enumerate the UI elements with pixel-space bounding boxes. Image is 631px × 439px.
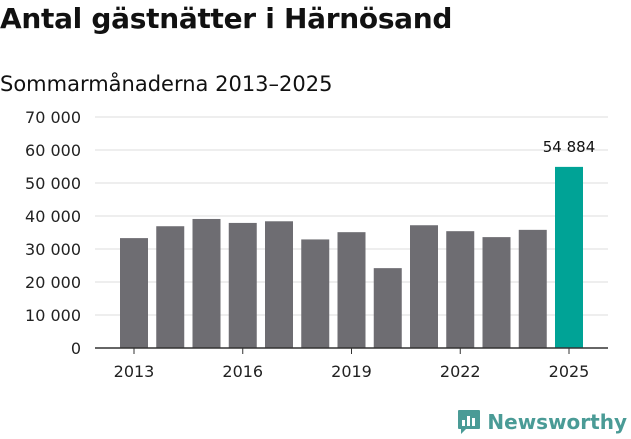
bar-2018 — [301, 239, 330, 348]
bar-2014 — [156, 226, 185, 348]
newsworthy-logo-icon — [458, 410, 481, 434]
bar-2013 — [120, 238, 148, 348]
bar-2017 — [265, 221, 293, 348]
y-tick-label: 70 000 — [25, 108, 81, 127]
bars — [120, 166, 583, 348]
brand-logo: Newsworthy — [457, 409, 627, 435]
x-tick-label: 2025 — [549, 362, 590, 381]
chart-title: Antal gästnätter i Härnösand — [0, 2, 453, 35]
y-axis-ticks: 0 10 000 20 000 30 000 40 000 50 000 60 000 70 … — [25, 108, 81, 358]
x-tick-label: 2022 — [440, 362, 481, 381]
y-tick-label: 0 — [71, 339, 81, 358]
chart-subtitle: Sommarmånaderna 2013–2025 — [0, 72, 333, 96]
y-tick-label: 40 000 — [25, 207, 81, 226]
bar-2019 — [337, 232, 366, 348]
bar-2016 — [228, 222, 257, 348]
y-tick-label: 60 000 — [25, 141, 81, 160]
bar-2025 — [555, 166, 583, 348]
bar-2021 — [410, 225, 438, 348]
x-tick-label: 2019 — [331, 362, 372, 381]
bar-2024 — [518, 229, 547, 348]
y-tick-label: 20 000 — [25, 273, 81, 292]
x-axis-ticks: 2013 2016 2019 2022 2025 — [114, 348, 590, 381]
brand-name: Newsworthy — [487, 410, 627, 434]
x-tick-label: 2016 — [222, 362, 263, 381]
y-tick-label: 30 000 — [25, 240, 81, 259]
y-tick-label: 10 000 — [25, 306, 81, 325]
bar-2020 — [373, 268, 402, 348]
bar-2022 — [446, 231, 475, 348]
data-labels: 54 884 — [543, 138, 596, 156]
bar-2023 — [482, 237, 511, 348]
data-label: 54 884 — [543, 138, 596, 156]
y-tick-label: 50 000 — [25, 174, 81, 193]
bar-2015 — [192, 218, 221, 348]
x-tick-label: 2013 — [114, 362, 155, 381]
